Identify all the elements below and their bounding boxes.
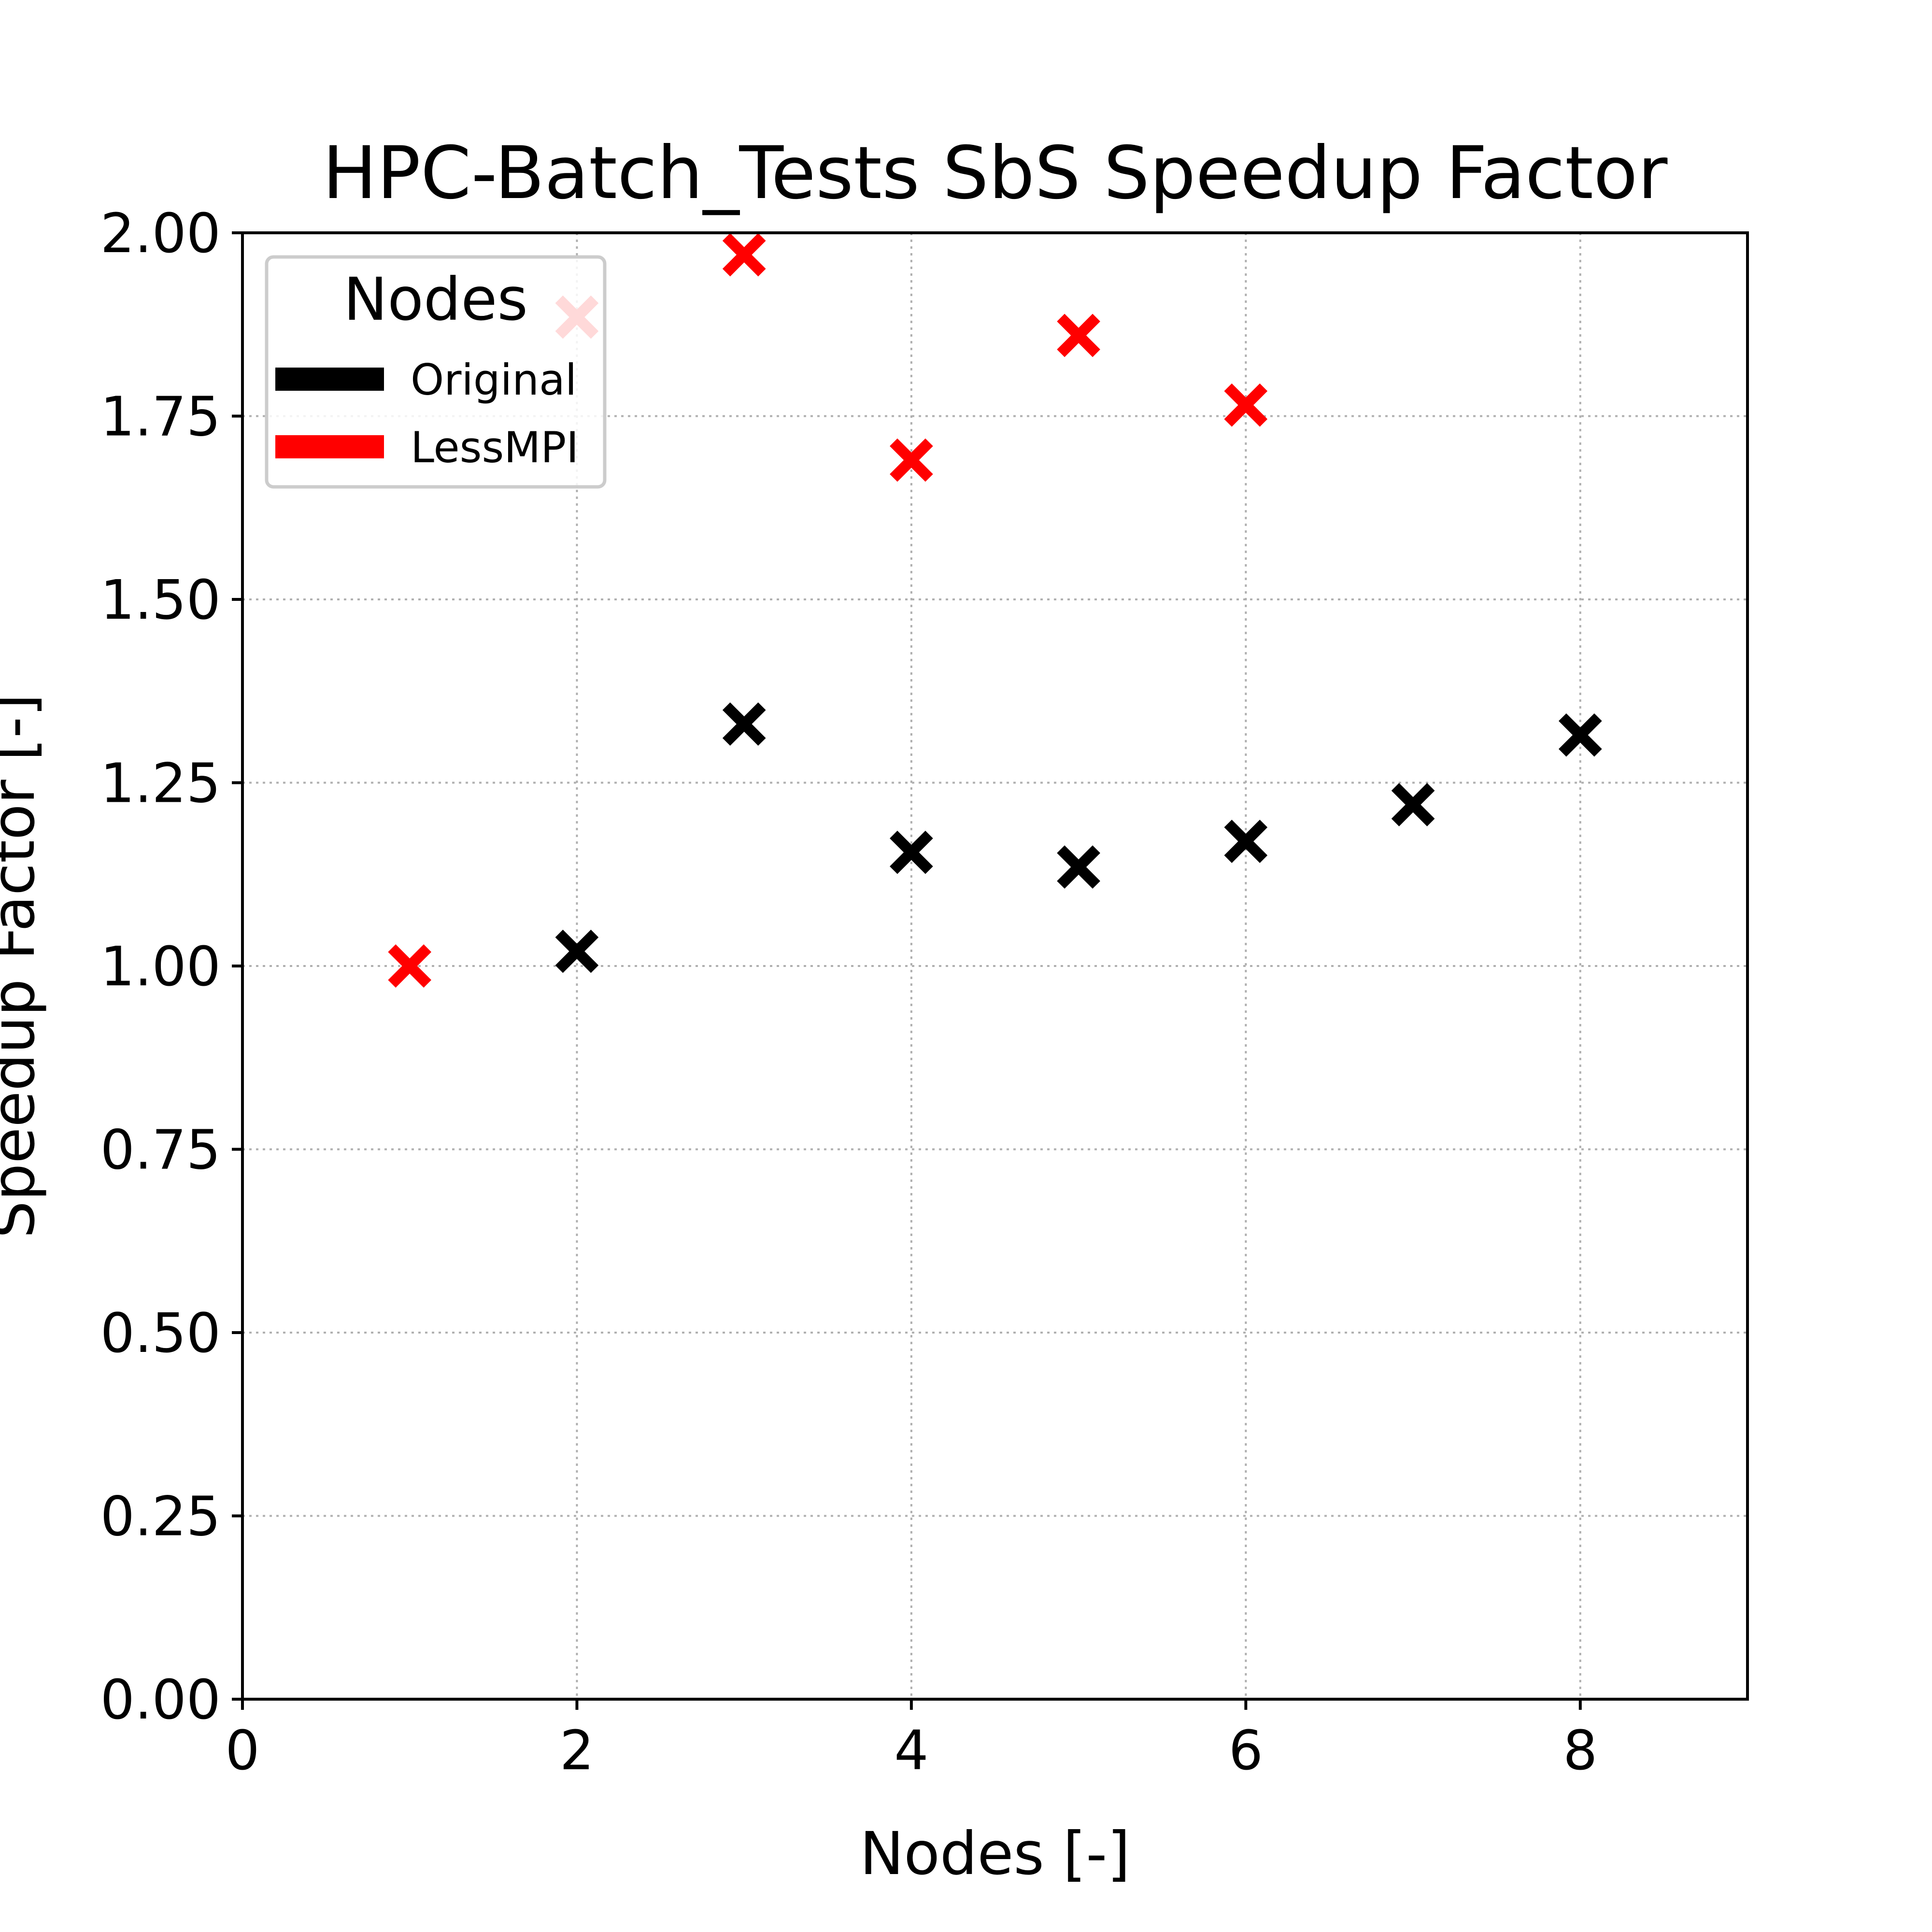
legend-entries: Original LessMPI <box>275 355 579 472</box>
x-tick-label: 2 <box>560 1719 594 1782</box>
y-axis-label: Speedup Factor [-] <box>0 694 48 1238</box>
legend-label-original: Original <box>411 355 577 405</box>
y-tick-label: 2.00 <box>100 202 221 265</box>
y-tick-label: 1.25 <box>100 753 221 815</box>
marker-original <box>1224 820 1268 863</box>
legend-box <box>265 255 607 489</box>
y-tick-label: 0.00 <box>100 1669 221 1732</box>
y-tick-label: 0.75 <box>100 1119 221 1182</box>
y-tick-label: 1.00 <box>100 936 221 998</box>
legend: Nodes Original LessMPI <box>265 255 607 489</box>
marker-lessmpi <box>388 944 432 988</box>
marker-original <box>890 830 933 874</box>
x-tick-label: 8 <box>1563 1719 1597 1782</box>
y-tick-label: 1.50 <box>100 569 221 632</box>
marker-lessmpi <box>890 438 933 482</box>
y-tick-label: 0.50 <box>100 1302 221 1365</box>
x-tick-label: 0 <box>225 1719 259 1782</box>
legend-title: Nodes <box>343 265 528 334</box>
marker-original <box>1057 845 1100 889</box>
chart-title: HPC-Batch_Tests SbS Speedup Factor <box>323 131 1668 215</box>
y-tick-label: 1.75 <box>100 386 221 449</box>
legend-label-lessmpi: LessMPI <box>411 423 579 472</box>
axis-ticks: 0 2 4 6 8 0.00 0.25 0.50 0.75 1.00 1.25 1.50 1.75 2.0… <box>100 202 1598 1782</box>
marker-lessmpi <box>722 233 766 277</box>
marker-lessmpi <box>1224 383 1268 427</box>
x-tick-label: 6 <box>1229 1719 1263 1782</box>
y-tick-label: 0.25 <box>100 1486 221 1548</box>
marker-original <box>722 702 766 746</box>
marker-lessmpi <box>1057 313 1100 357</box>
x-axis-label: Nodes [-] <box>860 1819 1130 1888</box>
x-tick-label: 4 <box>894 1719 928 1782</box>
marker-original <box>1391 783 1435 826</box>
marker-original <box>555 929 599 973</box>
marker-original <box>1558 713 1602 757</box>
